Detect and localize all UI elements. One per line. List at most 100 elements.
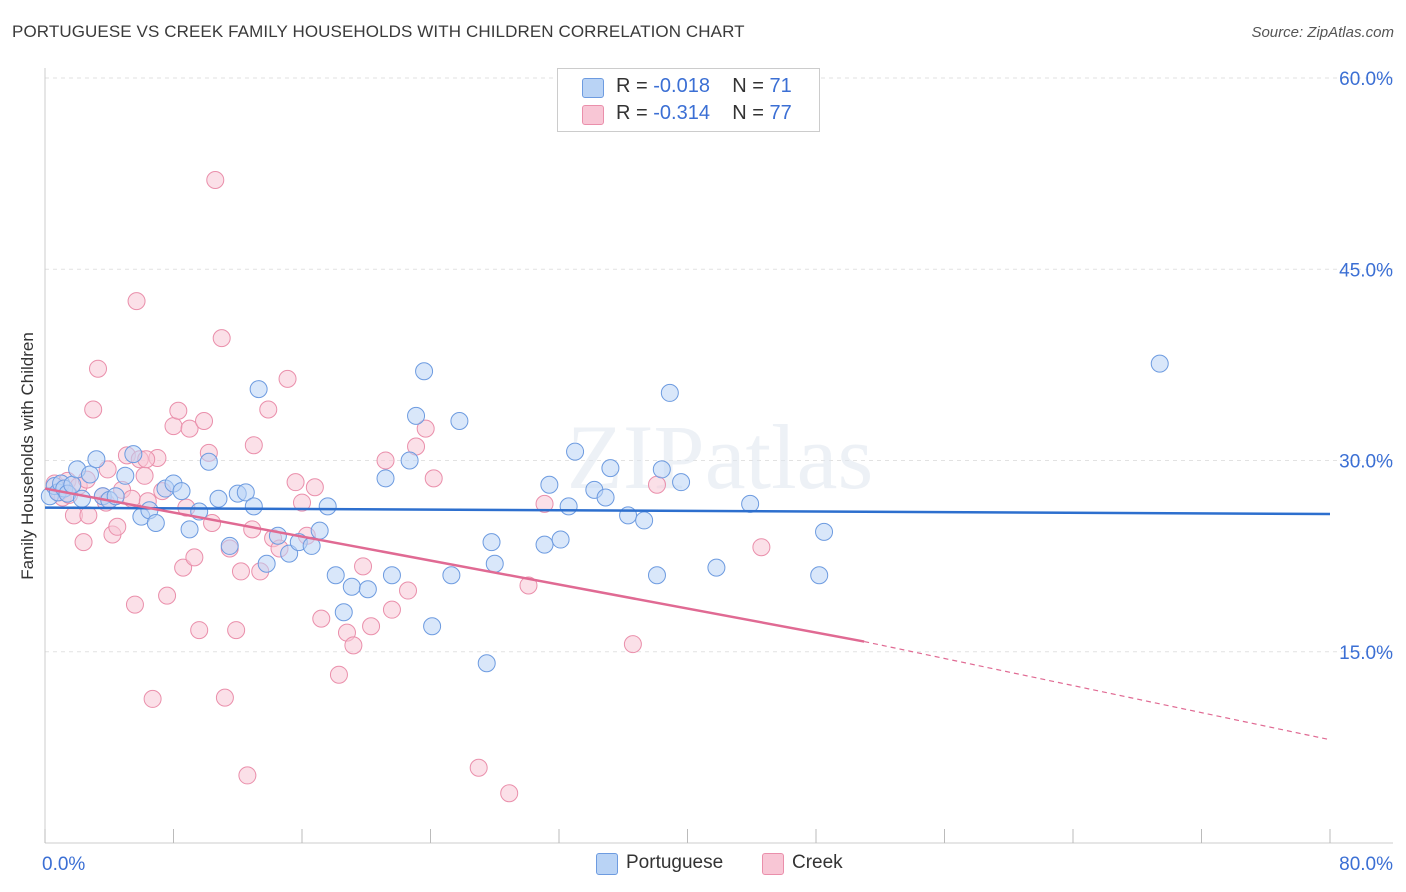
- portuguese-point: [280, 544, 299, 563]
- creek-point: [344, 636, 363, 655]
- creek-point: [174, 558, 193, 577]
- creek-swatch: [762, 853, 784, 875]
- watermark: ZIPatlas: [567, 406, 874, 508]
- portuguese-point: [647, 566, 666, 585]
- portuguese-point: [566, 442, 585, 461]
- portuguese-point: [423, 617, 442, 636]
- portuguese-point: [442, 566, 461, 585]
- creek-point: [293, 493, 311, 512]
- portuguese-point: [376, 469, 395, 488]
- creek-point: [500, 784, 519, 803]
- portuguese-point: [124, 445, 143, 464]
- portuguese-point: [660, 383, 679, 402]
- creek-point: [647, 475, 666, 494]
- portuguese-point: [342, 577, 361, 596]
- creek-point: [382, 600, 401, 619]
- portuguese-point: [652, 460, 671, 479]
- creek-point: [362, 617, 381, 636]
- creek-point: [143, 689, 162, 708]
- portuguese-point: [180, 520, 199, 539]
- legend-label-creek: Creek: [792, 852, 843, 873]
- creek-point: [206, 171, 225, 189]
- portuguese-series: [40, 354, 1169, 673]
- legend-n-label: N =: [732, 102, 764, 124]
- portuguese-point: [707, 558, 726, 577]
- creek-point: [244, 436, 263, 455]
- creek-point: [195, 411, 214, 430]
- portuguese-point: [535, 535, 554, 554]
- portuguese-point: [635, 511, 654, 530]
- trend-lines: [44, 487, 1331, 741]
- portuguese-point: [672, 473, 691, 492]
- chart-title: PORTUGUESE VS CREEK FAMILY HOUSEHOLDS WI…: [12, 22, 745, 41]
- creek-point: [158, 586, 177, 605]
- creek-point: [238, 766, 257, 785]
- portuguese-point: [220, 536, 239, 555]
- creek-point: [180, 419, 199, 438]
- portuguese-point: [72, 489, 91, 508]
- portuguese-point: [551, 530, 570, 549]
- portuguese-point: [1150, 354, 1169, 373]
- creek-point: [135, 466, 154, 485]
- creek-point: [164, 417, 183, 436]
- creek-point: [519, 576, 538, 595]
- portuguese-point: [559, 497, 578, 516]
- creek-point: [623, 635, 642, 654]
- portuguese-point: [400, 451, 419, 470]
- creek-point: [98, 460, 117, 479]
- y-tick-label: 30.0%: [1339, 452, 1393, 473]
- legend-n-label: N =: [732, 75, 764, 97]
- legend-n-value: 71: [769, 75, 792, 97]
- creek-point: [215, 688, 234, 707]
- creek-point: [212, 329, 231, 348]
- portuguese-point: [146, 513, 165, 532]
- creek-point: [74, 533, 93, 552]
- portuguese-trend-line: [44, 506, 1331, 516]
- legend-n-value: 77: [769, 102, 792, 124]
- portuguese-swatch: [582, 78, 604, 98]
- portuguese-point: [540, 475, 559, 494]
- portuguese-point: [116, 466, 135, 485]
- creek-point: [424, 469, 443, 488]
- x-tick-label: 0.0%: [42, 854, 85, 875]
- portuguese-point: [596, 488, 615, 507]
- axes: [44, 68, 1393, 844]
- creek-point: [127, 292, 146, 311]
- legend-r-label: R =: [616, 75, 648, 97]
- portuguese-point: [310, 521, 329, 540]
- correlation-legend: R = -0.018 N = 71 R = -0.314 N = 77: [557, 68, 820, 132]
- creek-point: [227, 621, 246, 640]
- creek-point: [399, 581, 418, 600]
- portuguese-point: [87, 450, 106, 469]
- creek-point: [79, 506, 98, 525]
- portuguese-point: [334, 603, 353, 622]
- portuguese-point: [382, 566, 401, 585]
- portuguese-point: [358, 580, 377, 599]
- portuguese-point: [257, 554, 276, 573]
- portuguese-point: [415, 362, 434, 381]
- tick-labels: 15.0% 30.0% 45.0% 60.0% 0.0% 80.0%: [42, 69, 1393, 875]
- creek-point: [416, 419, 435, 438]
- portuguese-swatch: [596, 853, 618, 875]
- creek-point: [108, 517, 127, 536]
- y-tick-label: 15.0%: [1339, 643, 1393, 664]
- x-tick-label: 80.0%: [1339, 854, 1393, 875]
- creek-trend-line: [44, 487, 865, 643]
- portuguese-point: [199, 452, 218, 471]
- portuguese-point: [80, 465, 99, 484]
- creek-point: [84, 400, 103, 419]
- portuguese-point: [477, 654, 496, 673]
- creek-series: [45, 171, 771, 803]
- legend-label-portuguese: Portuguese: [626, 852, 724, 873]
- creek-point: [169, 401, 188, 420]
- creek-point: [305, 478, 324, 497]
- legend-r-value: -0.314: [653, 102, 710, 124]
- creek-trend-extension: [864, 640, 1331, 741]
- creek-point: [185, 548, 204, 567]
- creek-point: [286, 473, 305, 492]
- portuguese-point: [741, 494, 760, 513]
- creek-swatch: [582, 105, 604, 125]
- creek-point: [89, 359, 108, 378]
- portuguese-point: [450, 411, 469, 430]
